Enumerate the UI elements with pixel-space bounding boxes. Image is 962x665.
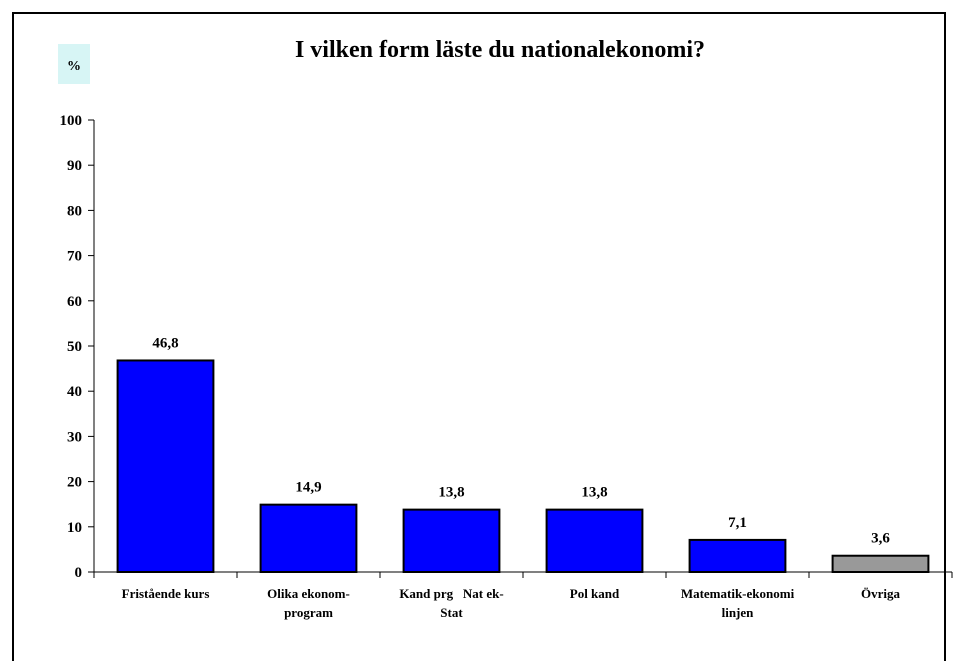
category-label: Kand prg Nat ek-Stat bbox=[399, 586, 503, 620]
category-label: Pol kand bbox=[570, 586, 620, 601]
data-label: 46,8 bbox=[152, 335, 178, 351]
bar bbox=[688, 538, 787, 574]
y-tick-label: 10 bbox=[67, 520, 82, 536]
y-tick-label: 90 bbox=[67, 158, 82, 174]
chart-title: I vilken form läste du nationalekonomi? bbox=[295, 37, 705, 63]
y-tick-label: 40 bbox=[67, 384, 82, 400]
bar bbox=[831, 554, 930, 574]
y-tick-label: 60 bbox=[67, 294, 82, 310]
y-tick-label: 70 bbox=[67, 249, 82, 265]
y-tick-label: 100 bbox=[60, 113, 83, 129]
y-axis-label: % bbox=[67, 59, 81, 74]
data-label: 13,8 bbox=[438, 485, 464, 501]
ylabel-background bbox=[58, 44, 90, 84]
category-label: Övriga bbox=[861, 586, 900, 601]
bar bbox=[402, 508, 501, 573]
bar bbox=[116, 359, 215, 573]
labels: 46,8 Fristående kurs 14,9 Olika ekonom-prog… bbox=[122, 335, 901, 620]
data-label: 3,6 bbox=[871, 531, 890, 547]
y-tick-label: 80 bbox=[67, 203, 82, 219]
bar bbox=[545, 508, 644, 573]
category-label: Matematik-ekonomi linjen bbox=[681, 586, 795, 620]
axes: 0 10 20 30 40 50 60 70 80 90 100 bbox=[60, 113, 953, 581]
y-tick-label: 0 bbox=[75, 565, 83, 581]
category-label: Fristående kurs bbox=[122, 586, 210, 601]
bar bbox=[259, 503, 358, 574]
category-label: Olika ekonom-program bbox=[267, 586, 350, 620]
y-tick-label: 30 bbox=[67, 429, 82, 445]
y-tick-label: 20 bbox=[67, 475, 82, 491]
y-tick-label: 50 bbox=[67, 339, 82, 355]
data-label: 14,9 bbox=[295, 480, 321, 496]
data-label: 7,1 bbox=[728, 515, 747, 531]
bars bbox=[116, 359, 930, 574]
chart-frame bbox=[12, 12, 946, 661]
data-label: 13,8 bbox=[581, 485, 607, 501]
